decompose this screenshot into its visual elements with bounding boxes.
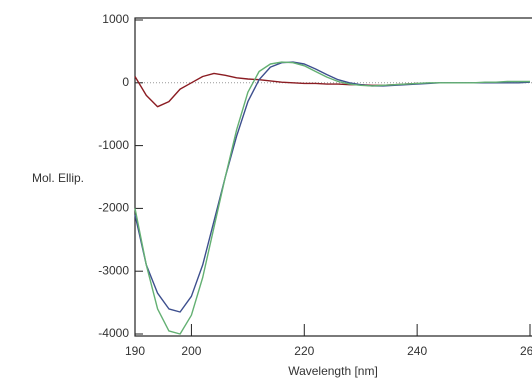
y-tick-label: -4000 — [98, 326, 129, 340]
y-tick-label: 1000 — [102, 12, 129, 26]
y-tick-label: 0 — [122, 75, 129, 89]
data-line — [134, 72, 418, 108]
x-axis-label: Wavelength [nm] — [288, 364, 378, 378]
y-tick-label: -3000 — [98, 263, 129, 277]
y-axis-label: Mol. Ellip. — [32, 171, 84, 185]
plot-frame — [134, 17, 532, 337]
x-tick-label: 200 — [181, 344, 201, 358]
x-tick-label: 260 — [520, 344, 532, 358]
x-tick-label: 240 — [407, 344, 427, 358]
y-tick-label: -2000 — [98, 201, 129, 215]
y-tick-label: -1000 — [98, 138, 129, 152]
x-tick-label: 220 — [294, 344, 314, 358]
data-line — [134, 61, 531, 313]
x-tick-label: 190 — [125, 344, 145, 358]
data-line — [134, 61, 530, 335]
